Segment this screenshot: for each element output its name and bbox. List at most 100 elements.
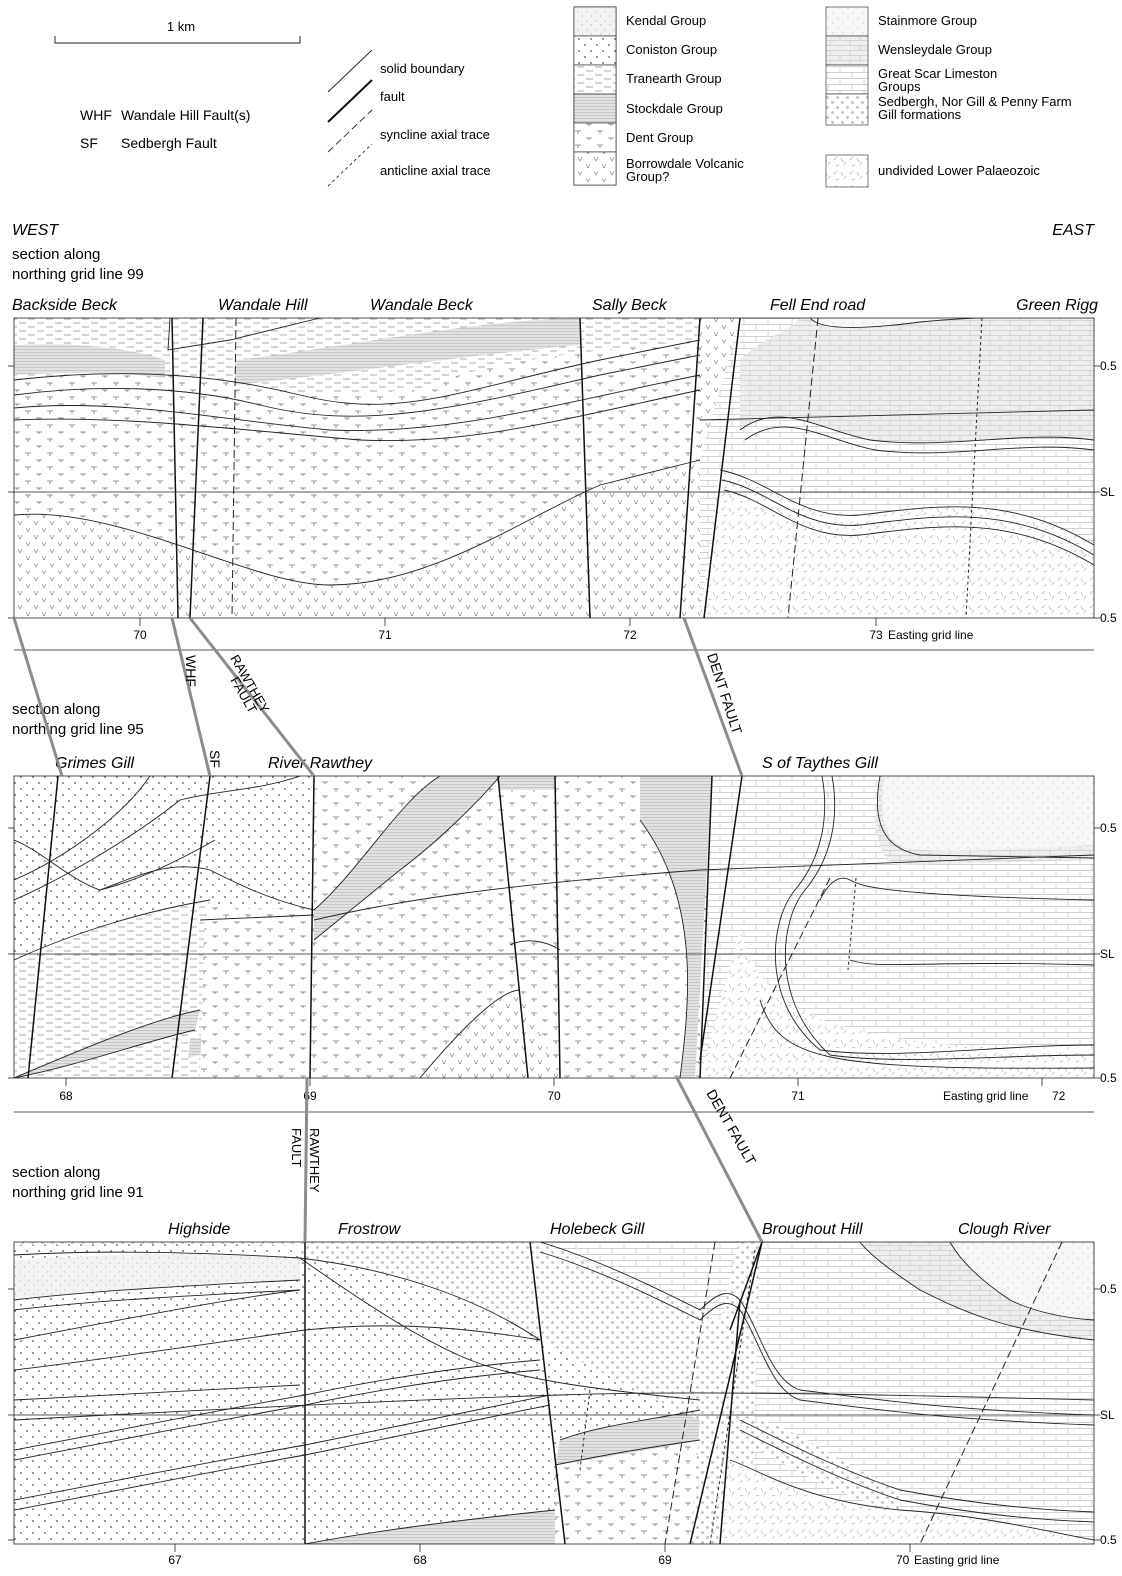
faults-99 <box>171 318 741 618</box>
easting-tick-label: 70 <box>896 1553 910 1567</box>
unit-label-cont: Group? <box>626 169 669 184</box>
lower-palaeozoic-swatch <box>825 154 869 188</box>
solid-boundary-symbol <box>327 49 373 93</box>
abbr-code: SF <box>80 135 98 151</box>
fault-label-dent: DENT FAULT <box>703 1087 759 1168</box>
place-name: Grimes Gill <box>55 755 135 772</box>
place-name: Wandale Hill <box>218 297 308 314</box>
line-key-label: solid boundary <box>380 61 465 76</box>
stockdale-band <box>314 776 500 940</box>
sedbergh-body <box>14 1242 540 1258</box>
dent-group-body <box>14 318 700 585</box>
unit-label: Great Scar Limeston <box>878 66 997 81</box>
place-name: Frostrow <box>338 1221 402 1238</box>
correlation-line <box>303 1077 309 1243</box>
depth-ticks <box>8 365 1100 619</box>
axial-traces-95 <box>729 877 857 1078</box>
correlation-line <box>675 1077 764 1243</box>
faults-95 <box>27 776 743 1078</box>
correlation-line <box>682 617 744 777</box>
section-title-91: section along northing grid line 91 <box>12 1164 144 1201</box>
depth-label: 0.5 <box>1100 1071 1117 1085</box>
line-key-label: anticline axial trace <box>380 163 491 178</box>
place-names-91: Highside Frostrow Holebeck Gill Broughou… <box>168 1221 1051 1238</box>
correlation-line <box>188 617 316 777</box>
easting-tick-label: 68 <box>413 1553 427 1567</box>
dent-group-body <box>200 905 314 1078</box>
kendal-body <box>14 1253 300 1300</box>
easting-axis-note: Easting grid line <box>914 1553 1000 1567</box>
depth-label: 0.5 <box>1100 359 1117 373</box>
place-name: River Rawthey <box>268 755 373 772</box>
easting-tick-label: 70 <box>133 628 147 642</box>
depth-label: 0.5 <box>1100 611 1117 625</box>
stockdale-band <box>305 1510 555 1544</box>
fault-label-whf: WHF <box>183 655 199 687</box>
easting-tick-label: 71 <box>791 1089 805 1103</box>
unit-label: Sedbergh, Nor Gill & Penny Farm <box>878 94 1072 109</box>
easting-axis-note: Easting grid line <box>888 628 974 642</box>
place-name: Wandale Beck <box>370 297 474 314</box>
section-frame <box>13 1241 1095 1545</box>
sedbergh-body <box>300 1242 540 1340</box>
stainmore-body <box>882 776 1094 851</box>
stockdale-band <box>555 1410 700 1465</box>
scale-bar: 1 km <box>54 19 301 44</box>
stockdale-swatch <box>573 93 617 124</box>
section-title-line: section along <box>12 246 100 263</box>
dent-swatch <box>573 122 617 153</box>
place-name: Highside <box>168 1221 230 1238</box>
section-frame <box>13 317 1095 619</box>
fault-label-rawthey: FAULT <box>289 1128 304 1168</box>
section-title-99: section along northing grid line 99 <box>12 246 144 283</box>
easting-tick-label: 72 <box>1052 1089 1066 1103</box>
fault-correlation-lines <box>12 617 764 1243</box>
scale-bar-label: 1 km <box>167 19 195 34</box>
lower-palaeozoic-body <box>700 930 1094 1078</box>
borrowdale-swatch <box>573 151 617 186</box>
place-name: S of Taythes Gill <box>762 755 878 772</box>
place-name: Holebeck Gill <box>550 1221 645 1238</box>
place-name: Green Rigg <box>1016 297 1098 314</box>
unit-label: Stockdale Group <box>626 101 723 116</box>
depth-label: SL <box>1100 485 1115 499</box>
place-name: Sally Beck <box>592 297 668 314</box>
stainmore-body <box>950 1242 1094 1320</box>
easting-tick-label: 72 <box>623 628 637 642</box>
section-title-line: northing grid line 91 <box>12 1184 144 1201</box>
abbreviation-list: WHF Wandale Hill Fault(s) SF Sedbergh Fa… <box>80 107 250 151</box>
tranearth-swatch <box>573 64 617 95</box>
fault-label-rawthey: RAWTHEY <box>307 1128 322 1193</box>
axial-traces-99 <box>231 318 983 618</box>
unit-key-left: Kendal Group Coniston Group Tranearth Gr… <box>573 6 744 186</box>
syncline-symbol <box>327 109 373 153</box>
depth-label: 0.5 <box>1100 1282 1117 1296</box>
line-symbol-key: solid boundary fault syncline axial trac… <box>327 49 491 187</box>
stockdale-band <box>640 776 712 1078</box>
depth-label: 0.5 <box>1100 821 1117 835</box>
abbr-code: WHF <box>80 107 112 123</box>
great-scar-swatch <box>825 64 869 95</box>
cross-section-95: 0.5 SL 0.5 68 69 70 71 Easting grid line… <box>8 775 1117 1103</box>
easting-ticks <box>139 618 877 626</box>
easting-tick-label: 70 <box>547 1089 561 1103</box>
depth-label: SL <box>1100 1408 1115 1422</box>
line-key-label: fault <box>380 89 405 104</box>
solid-boundaries-99 <box>14 318 1094 586</box>
fault-symbol <box>327 79 373 123</box>
unit-label: Tranearth Group <box>626 71 722 86</box>
unit-label: Wensleydale Group <box>878 42 992 57</box>
unit-label: Borrowdale Volcanic <box>626 156 744 171</box>
kendal-swatch <box>573 6 617 37</box>
section-title-line: section along <box>12 701 100 718</box>
place-names-95: Grimes Gill River Rawthey S of Taythes G… <box>55 755 878 772</box>
stockdale-band <box>495 776 555 790</box>
fault-label-sf: SF <box>207 750 223 768</box>
wensleydale-body <box>740 318 1094 443</box>
anticline-symbol <box>327 143 373 187</box>
wensleydale-swatch <box>825 35 869 66</box>
unit-label: Coniston Group <box>626 42 717 57</box>
easting-tick-label: 68 <box>59 1089 73 1103</box>
line-key-label: syncline axial trace <box>380 127 490 142</box>
